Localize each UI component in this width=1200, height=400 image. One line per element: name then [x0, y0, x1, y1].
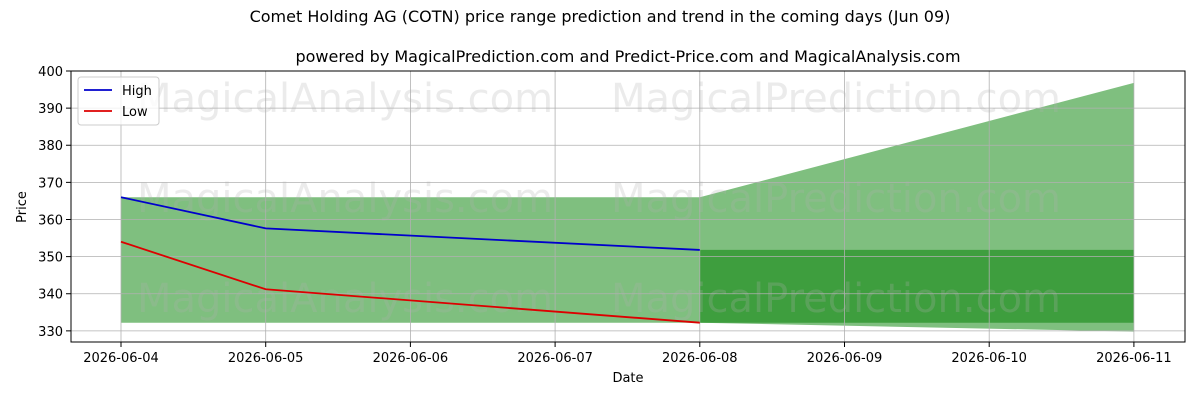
y-tick-label: 380: [38, 139, 63, 154]
watermark-text: MagicalPrediction.com: [611, 76, 1061, 122]
y-tick-label: 330: [38, 325, 63, 340]
x-tick-label: 2026-06-07: [517, 351, 593, 366]
y-tick-label: 370: [38, 176, 63, 191]
x-axis-label: Date: [612, 371, 643, 386]
series-line-low: [120, 240, 700, 324]
y-tick-label: 390: [38, 102, 63, 117]
x-tick-label: 2026-06-10: [951, 351, 1027, 366]
y-tick-label: 340: [38, 288, 63, 303]
y-tick-label: 360: [38, 213, 63, 228]
y-tick-label: 350: [38, 251, 63, 266]
x-tick-label: 2026-06-09: [807, 351, 883, 366]
legend-box: [77, 76, 160, 126]
range-band-3: [699, 249, 1134, 323]
y-axis-label: Price: [15, 191, 30, 223]
chart-title: Comet Holding AG (COTN) price range pred…: [250, 7, 951, 26]
y-tick-label: 400: [38, 65, 63, 80]
legend-label-high: High: [122, 84, 152, 99]
plot-area: MagicalAnalysis.com MagicalPrediction.com…: [38, 65, 1186, 366]
x-tick-label: 2026-06-08: [662, 351, 738, 366]
series-line-high: [120, 196, 700, 251]
watermark-text: MagicalAnalysis.com: [137, 276, 553, 322]
x-tick-label: 2026-06-11: [1096, 351, 1172, 366]
watermark-text: MagicalPrediction.com: [611, 176, 1061, 222]
watermark-text: MagicalAnalysis.com: [137, 176, 553, 222]
x-tick-label: 2026-06-06: [373, 351, 449, 366]
x-tick-label: 2026-06-05: [228, 351, 304, 366]
watermark-text: MagicalAnalysis.com: [137, 76, 553, 122]
x-tick-label: 2026-06-04: [83, 351, 159, 366]
plot-frame: [70, 70, 1186, 343]
legend-label-low: Low: [122, 105, 148, 120]
chart-subtitle: powered by MagicalPrediction.com and Pre…: [295, 47, 960, 66]
watermark-text: MagicalPrediction.com: [611, 276, 1061, 322]
